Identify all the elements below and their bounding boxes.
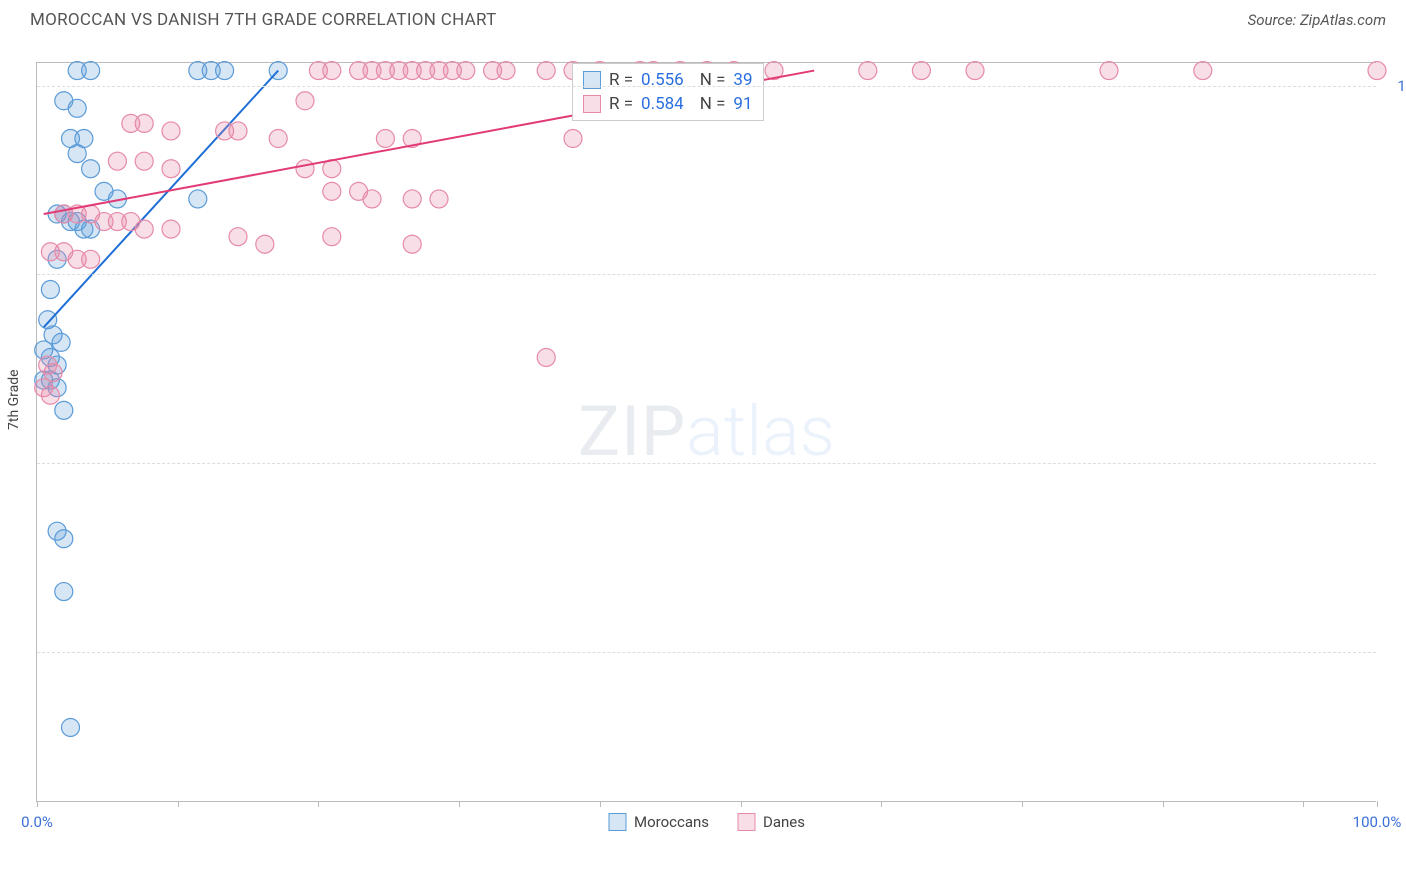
data-point [1100, 62, 1118, 80]
data-point [82, 62, 100, 80]
data-point [55, 401, 73, 419]
data-point [189, 190, 207, 208]
x-tick [37, 801, 38, 807]
gridline [37, 463, 1376, 464]
data-point [323, 62, 341, 80]
stats-legend-row: R = 0.556 N = 39 [583, 68, 753, 92]
n-value: 91 [733, 94, 752, 114]
n-value: 39 [733, 70, 752, 90]
x-tick [881, 801, 882, 807]
data-point [162, 220, 180, 238]
series-legend: Moroccans Danes [608, 813, 805, 831]
stats-legend-box: R = 0.556 N = 39 R = 0.584 N = 91 [572, 63, 764, 121]
y-tick-label: 100.0% [1386, 77, 1406, 95]
gridline [37, 86, 1376, 87]
data-point [430, 190, 448, 208]
r-label: R = [609, 94, 633, 114]
r-value: 0.556 [641, 70, 684, 90]
source-label: Source: ZipAtlas.com [1248, 11, 1386, 29]
r-value: 0.584 [641, 94, 684, 114]
gridline [37, 652, 1376, 653]
data-point [55, 530, 73, 548]
data-point [564, 130, 582, 148]
data-point [296, 160, 314, 178]
chart-title: MOROCCAN VS DANISH 7TH GRADE CORRELATION… [30, 10, 497, 30]
data-point [497, 62, 515, 80]
x-tick [1303, 801, 1304, 807]
data-point [82, 250, 100, 268]
data-point [229, 122, 247, 140]
x-tick [1377, 801, 1378, 807]
data-point [41, 281, 59, 299]
data-point [323, 228, 341, 246]
legend-label: Danes [763, 813, 805, 831]
data-point [859, 62, 877, 80]
x-tick-label: 100.0% [1353, 813, 1402, 831]
x-tick [600, 801, 601, 807]
data-point [376, 130, 394, 148]
data-point [68, 145, 86, 163]
x-tick [459, 801, 460, 807]
x-tick [178, 801, 179, 807]
legend-label: Moroccans [634, 813, 709, 831]
x-tick [318, 801, 319, 807]
data-point [269, 130, 287, 148]
chart-plot-area: ZIPatlas R =0.556N =39R =0.584N =91 Moro… [36, 62, 1376, 802]
scatter-svg [37, 63, 1376, 801]
x-tick [741, 801, 742, 807]
data-point [162, 122, 180, 140]
data-point [135, 220, 153, 238]
legend-swatch-icon [608, 813, 626, 831]
data-point [229, 228, 247, 246]
y-axis-label: 7th Grade [6, 369, 22, 430]
data-point [1194, 62, 1212, 80]
data-point [537, 348, 555, 366]
legend-swatch-icon [737, 813, 755, 831]
y-tick-label: 92.5% [1386, 643, 1406, 661]
data-point [1368, 62, 1386, 80]
data-point [296, 92, 314, 110]
data-point [41, 386, 59, 404]
r-label: R = [609, 70, 633, 90]
data-point [323, 182, 341, 200]
x-tick-label: 0.0% [21, 813, 53, 831]
data-point [135, 152, 153, 170]
legend-item: Moroccans [608, 813, 709, 831]
data-point [135, 114, 153, 132]
legend-item: Danes [737, 813, 805, 831]
data-point [537, 62, 555, 80]
data-point [403, 235, 421, 253]
data-point [403, 190, 421, 208]
data-point [68, 99, 86, 117]
data-point [912, 62, 930, 80]
x-tick [1022, 801, 1023, 807]
n-label: N = [700, 70, 726, 90]
y-tick-label: 97.5% [1386, 265, 1406, 283]
data-point [52, 333, 70, 351]
data-point [966, 62, 984, 80]
y-tick-label: 95.0% [1386, 454, 1406, 472]
data-point [162, 160, 180, 178]
legend-swatch-icon [583, 95, 601, 113]
gridline [37, 274, 1376, 275]
data-point [363, 190, 381, 208]
data-point [108, 152, 126, 170]
x-tick [1163, 801, 1164, 807]
data-point [55, 583, 73, 601]
stats-legend-row: R = 0.584 N = 91 [583, 92, 753, 116]
data-point [457, 62, 475, 80]
data-point [82, 160, 100, 178]
n-label: N = [700, 94, 726, 114]
data-point [256, 235, 274, 253]
data-point [62, 718, 80, 736]
data-point [216, 62, 234, 80]
